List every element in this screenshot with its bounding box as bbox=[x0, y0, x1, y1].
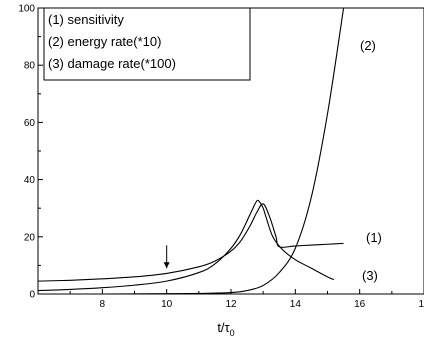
y-tick-label: 20 bbox=[24, 232, 36, 243]
y-tick-label: 80 bbox=[24, 61, 36, 72]
y-tick-label: 100 bbox=[18, 4, 35, 15]
svg-text:t/τ0: t/τ0 bbox=[217, 320, 234, 338]
legend-entry-3: (3) damage rate(*100) bbox=[48, 56, 176, 71]
y-tick-label: 0 bbox=[29, 290, 35, 301]
ticks-layer: 0 20 40 60 80 100 8 10 12 14 16 18 bbox=[18, 4, 424, 310]
series-label-2: (2) bbox=[360, 38, 376, 53]
annotation-layer bbox=[163, 245, 170, 269]
y-tick-label: 40 bbox=[24, 175, 36, 186]
series-line-3 bbox=[38, 199, 335, 292]
x-tick-label: 10 bbox=[161, 299, 173, 310]
x-axis-label-sub: 0 bbox=[230, 328, 235, 338]
x-tick-label: 16 bbox=[354, 299, 366, 310]
x-axis-label: t/τ0 bbox=[217, 320, 234, 338]
x-axis-label-main: t/τ bbox=[217, 320, 230, 335]
series-label-1: (1) bbox=[366, 230, 382, 245]
x-tick-label: 18 bbox=[418, 299, 424, 310]
legend-entry-2: (2) energy rate(*10) bbox=[48, 34, 161, 49]
x-tick-label: 8 bbox=[100, 299, 106, 310]
legend-entry-1: (1) sensitivity bbox=[48, 12, 124, 27]
x-tick-label: 14 bbox=[290, 299, 302, 310]
annotation-arrow-head bbox=[163, 262, 170, 269]
series-line-1 bbox=[38, 203, 344, 282]
series-label-3: (3) bbox=[362, 268, 378, 283]
legend-box bbox=[43, 7, 251, 81]
x-tick-label: 12 bbox=[225, 299, 237, 310]
y-tick-label: 60 bbox=[24, 118, 36, 129]
legend: (1) sensitivity (2) energy rate(*10) (3)… bbox=[43, 7, 251, 81]
